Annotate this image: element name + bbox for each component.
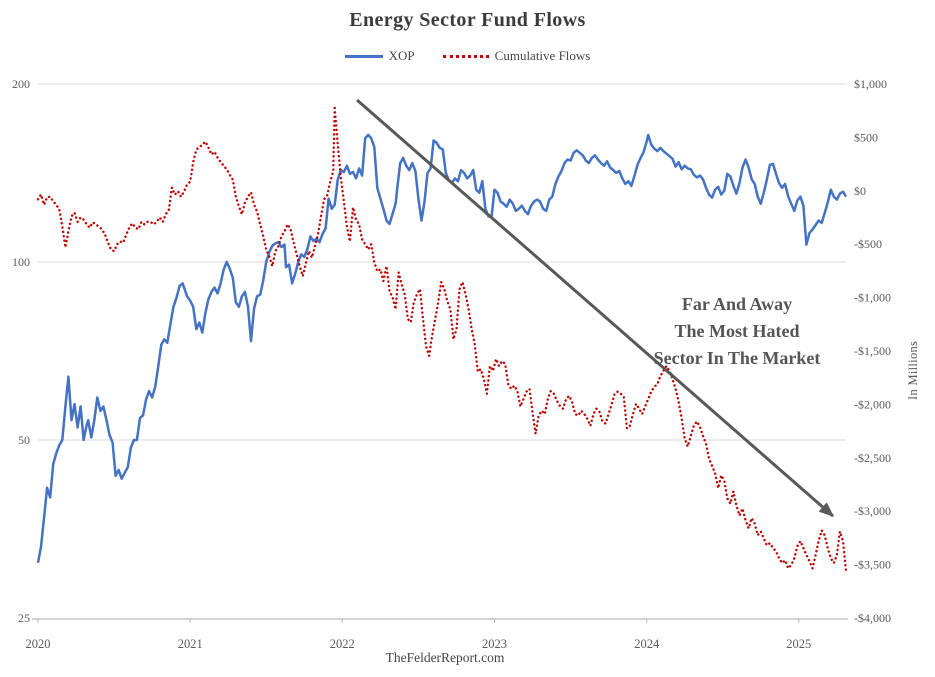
x-axis-tick-label: 2023: [482, 637, 507, 651]
right-axis-tick-label: -$3,000: [854, 504, 891, 518]
annotation-line-3: Sector In The Market: [653, 348, 821, 368]
left-axis-tick-label: 200: [12, 77, 30, 91]
x-axis: [32, 618, 848, 623]
right-axis-tick-label: -$1,500: [854, 344, 891, 358]
right-axis-tick-label: $0: [854, 184, 866, 198]
gridlines: [38, 83, 846, 441]
x-axis-tick-label: 2024: [634, 637, 660, 651]
right-axis-tick: $1,000 $500 $0 -$500 -$1,000 -$1,500 -$2,000 -$…: [854, 77, 891, 625]
left-axis-tick-label: 100: [12, 255, 30, 269]
x-axis-tick-label: 2025: [786, 637, 811, 651]
cumulative-flows-line-swatch-icon: [442, 54, 489, 58]
annotation-line-1: Far And Away: [681, 294, 793, 314]
x-axis-tick: 2020 2021 2022 2023 2024 2025: [26, 637, 812, 651]
annotation-line-2: The Most Hated: [674, 321, 800, 341]
left-axis-tick: 200 100 50 25: [12, 77, 30, 625]
right-axis-tick-label: -$2,500: [854, 451, 891, 465]
right-axis-tick-label: $500: [854, 130, 878, 144]
legend-item-cumulative-flows: Cumulative Flows: [442, 48, 591, 64]
cumulative-flows-series-line: [36, 106, 848, 573]
right-axis-tick-label: $1,000: [854, 77, 887, 91]
legend: XOP Cumulative Flows: [0, 48, 935, 64]
chart-title: Energy Sector Fund Flows: [349, 9, 586, 31]
legend-item-xop: XOP: [344, 48, 415, 64]
right-axis-tick-label: -$3,500: [854, 558, 891, 572]
x-axis-tick-label: 2020: [26, 637, 51, 651]
left-axis-tick-label: 25: [18, 611, 30, 625]
x-axis-tick-label: 2021: [178, 637, 203, 651]
right-axis-tick-label: -$500: [854, 237, 882, 251]
source-footer: TheFelderReport.com: [385, 650, 505, 665]
annotation-callout: Far And Away The Most Hated Sector In Th…: [654, 291, 821, 372]
xop-line-swatch-icon: [344, 54, 383, 58]
downtrend-arrow: [356, 98, 834, 518]
right-axis-tick-label: -$4,000: [854, 611, 891, 625]
legend-label-xop: XOP: [388, 48, 415, 63]
legend-label-cumulative-flows: Cumulative Flows: [494, 48, 591, 63]
right-axis-title: In Millions: [906, 340, 920, 400]
xop-series-line: [36, 133, 848, 564]
left-axis-tick-label: 50: [18, 433, 30, 447]
x-axis-tick-label: 2022: [330, 637, 355, 651]
right-axis-tick-label: -$1,000: [854, 291, 891, 305]
right-axis-tick-label: -$2,000: [854, 397, 891, 411]
